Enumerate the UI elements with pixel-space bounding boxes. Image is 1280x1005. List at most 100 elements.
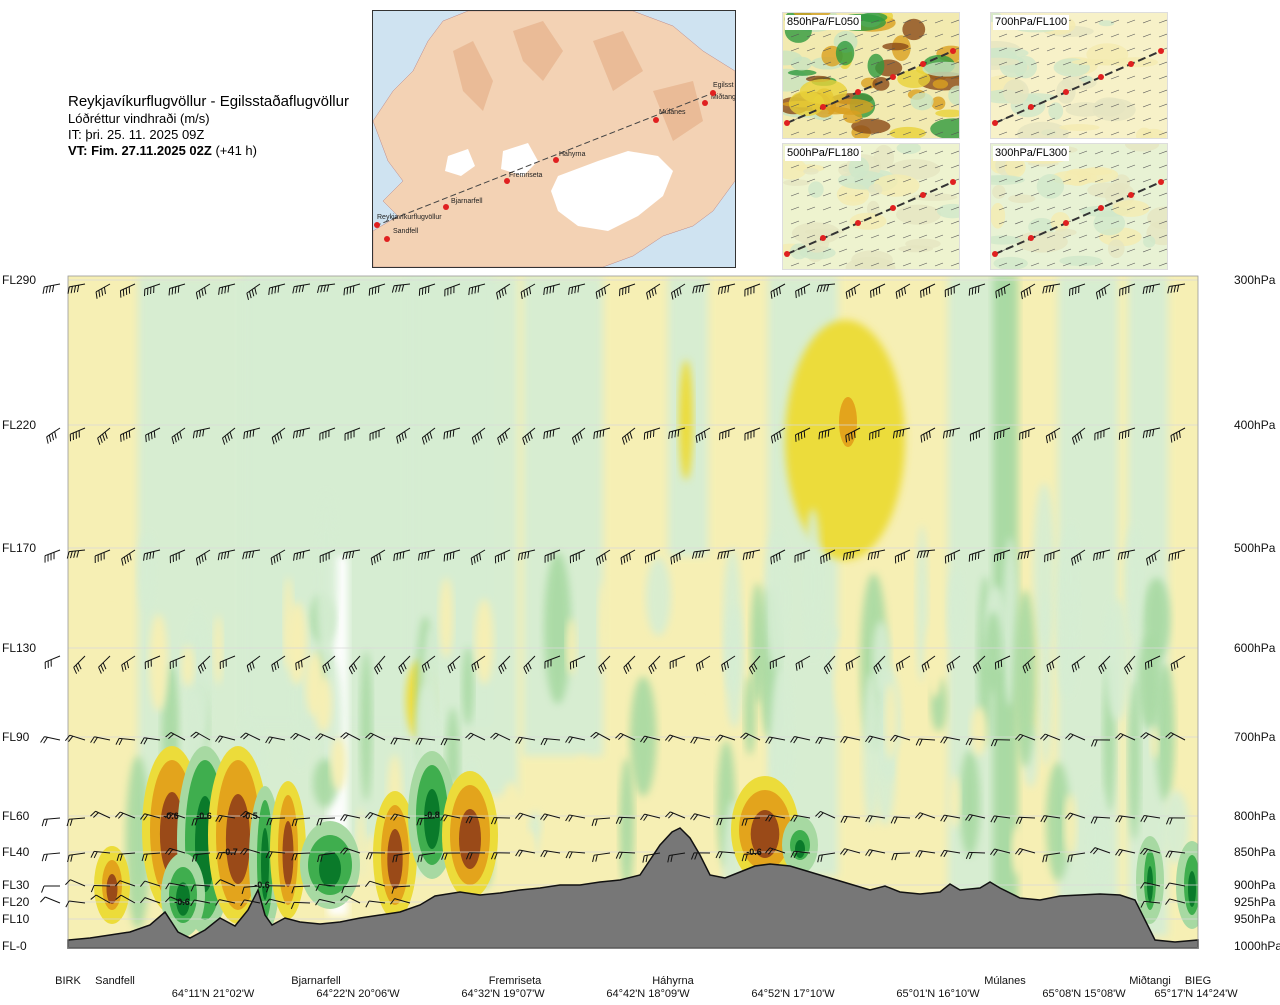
wind-barb-feather <box>1090 816 1095 824</box>
thumb-barb <box>918 234 928 239</box>
thumb-barb <box>822 206 832 211</box>
wind-barb-feather <box>745 552 748 560</box>
thumb-barb <box>806 33 816 38</box>
field-streak <box>1064 793 1077 858</box>
wind-barb-feather <box>95 291 98 299</box>
thumb-blob <box>897 69 931 89</box>
wind-barb <box>972 655 986 674</box>
wind-barb <box>1067 852 1086 863</box>
wind-barb-feather <box>720 551 723 559</box>
wind-barb-feather <box>599 430 602 438</box>
wind-barb <box>867 549 886 561</box>
field-streak <box>744 675 756 756</box>
wind-barb-feather <box>90 851 95 858</box>
thumb-barb <box>1062 178 1072 183</box>
wind-barb <box>418 283 436 296</box>
wind-barb-feather <box>290 732 296 739</box>
field-streak <box>1011 825 1027 876</box>
wind-barb <box>115 737 136 746</box>
route-map[interactable]: Reykjavíkurflugvöllur Sandfell Bjarnarfell… <box>372 10 736 268</box>
wind-barb-feather <box>93 812 99 818</box>
wind-barb-feather <box>242 552 245 560</box>
wind-barb <box>690 852 711 860</box>
terrain-profile <box>67 827 1199 949</box>
wind-barb-feather <box>768 737 773 744</box>
wind-barb-feather <box>604 553 607 561</box>
thumb-blob <box>911 193 958 201</box>
wind-barb <box>219 655 236 670</box>
thumb-barb <box>1094 150 1104 155</box>
thumb-barb <box>1110 192 1120 197</box>
wind-barb-feather <box>1140 848 1146 855</box>
wind-barb <box>165 732 186 741</box>
wind-barb <box>993 549 1011 562</box>
wind-barb-feather <box>741 854 745 862</box>
wind-barb <box>341 885 361 894</box>
thumb-barb <box>870 117 880 122</box>
field-streak <box>619 757 635 890</box>
thumb-300[interactable]: 300hPa/FL300 <box>990 143 1168 270</box>
wind-barb-feather <box>1051 661 1055 669</box>
wind-barb-feather <box>645 855 648 863</box>
wind-barb-feather <box>819 284 823 292</box>
wind-barb <box>716 817 736 826</box>
wind-barb-feather <box>204 553 207 561</box>
wind-barb-feather <box>126 555 129 563</box>
wind-barb-feather <box>1176 284 1180 292</box>
wind-barb <box>215 899 236 906</box>
wind-barb-feather <box>70 551 73 559</box>
wind-barb-feather <box>790 736 795 743</box>
thumb-barb <box>870 164 880 169</box>
wind-barb-feather <box>317 855 320 863</box>
thumb-route-point <box>855 89 861 95</box>
wind-barb-feather <box>416 818 420 826</box>
thumb-route-point <box>784 251 790 257</box>
wind-barb-feather <box>642 855 645 863</box>
wind-barb-feather <box>952 429 955 437</box>
wind-barb <box>498 655 511 674</box>
wind-barb-feather <box>773 555 775 563</box>
station-label: Múlanes <box>984 975 1026 987</box>
wind-barb-feather <box>118 812 124 819</box>
wind-barb <box>494 549 511 564</box>
thumb-barb <box>902 89 912 94</box>
wind-barb-feather <box>515 849 520 857</box>
wind-barb-feather <box>926 432 928 440</box>
wind-barb-feather <box>701 284 705 292</box>
thumb-blob <box>1143 235 1156 248</box>
thumb-barb <box>822 89 832 94</box>
wind-barb-feather <box>44 818 48 826</box>
wind-barb-feather <box>565 814 570 822</box>
wind-barb-feather <box>1168 554 1171 562</box>
wind-barb-feather <box>800 432 803 440</box>
wind-barb-feather <box>1045 285 1048 294</box>
wind-barb-feather <box>594 818 598 826</box>
thumb-barb <box>806 220 816 225</box>
wind-barb-feather <box>1018 849 1024 856</box>
thumb-850[interactable]: 850hPa/FL050 <box>782 12 960 139</box>
wind-barb-feather <box>795 434 797 442</box>
wind-barb-feather <box>126 661 130 669</box>
wind-barb-feather <box>742 553 745 561</box>
thumb-barb <box>950 103 959 108</box>
thumb-barb <box>1094 61 1104 66</box>
thumb-barb <box>790 234 800 239</box>
thumb-barb <box>886 19 896 24</box>
thumb-blob <box>932 79 949 89</box>
wind-barb-feather <box>571 286 574 295</box>
thumb-blob <box>848 156 870 179</box>
wind-barb-feather <box>322 666 326 674</box>
wind-barb <box>246 283 261 301</box>
wind-barb-feather <box>418 738 423 746</box>
thumb-barb <box>998 33 1008 38</box>
wind-barb <box>390 898 411 905</box>
map-point-label: Fremriseta <box>509 172 543 179</box>
field-streak <box>360 650 373 802</box>
thumb-500[interactable]: 500hPa/FL180 <box>782 143 960 270</box>
cross-section-chart: -0.6 -0.6 -0.5-0.7-0.6-0.8-0.6-0.6FL290FL2… <box>2 273 1280 1000</box>
wind-barb-feather <box>1176 432 1178 440</box>
wind-barb <box>590 731 611 741</box>
wind-barb <box>291 817 311 827</box>
wind-barb-feather <box>199 429 202 438</box>
thumb-700[interactable]: 700hPa/FL100 <box>990 12 1168 139</box>
